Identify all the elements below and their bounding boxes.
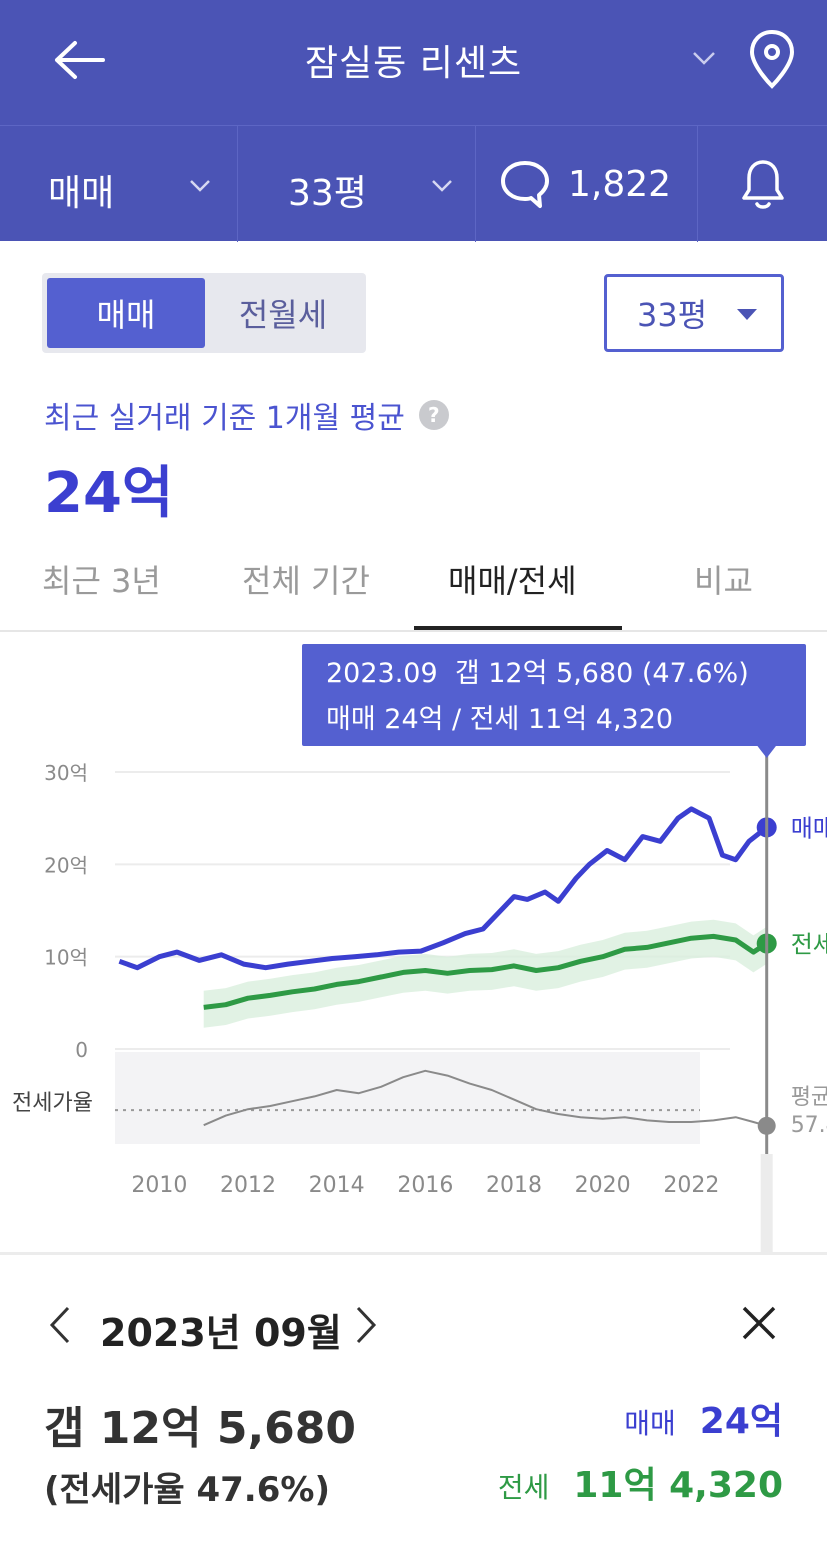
tab-indicator (414, 626, 622, 630)
jeonse-line (203, 933, 769, 1010)
gap-value: 갭 12억 5,680 (44, 1403, 357, 1454)
tab-sale-jeonse[interactable]: 매매/전세 (448, 562, 577, 600)
segment-sale[interactable]: 매매 (47, 278, 205, 348)
map-pin-icon[interactable] (742, 26, 802, 92)
ratio-average-value: 57.4% (791, 1113, 827, 1138)
sale-price-row: 매매 24억 (624, 1392, 783, 1444)
x-tick-label: 2022 (663, 1173, 719, 1198)
caret-down-icon (737, 309, 757, 320)
chevron-down-icon[interactable] (686, 40, 722, 76)
deal-type-dropdown[interactable]: 매매 (0, 126, 238, 242)
chevron-left-icon[interactable] (40, 1300, 80, 1350)
jeonse-range-area (203, 919, 767, 1028)
chevron-right-icon[interactable] (346, 1300, 386, 1350)
deal-type-label: 매매 (48, 173, 115, 214)
ratio-band-background (115, 1052, 700, 1144)
back-button[interactable] (48, 30, 112, 90)
tab-recent-3y[interactable]: 최근 3년 (42, 562, 161, 600)
jeonse-ratio-value: (전세가율 47.6%) (44, 1470, 330, 1510)
ratio-average-label: 평균 (791, 1085, 827, 1110)
average-price-value: 24억 (44, 461, 174, 526)
chevron-down-icon (432, 180, 452, 192)
x-tick-label: 2012 (220, 1173, 276, 1198)
comment-bubble-icon (501, 161, 549, 208)
y-tick-label: 20억 (44, 853, 88, 877)
comments-button[interactable]: 1,822 (476, 126, 698, 242)
size-label: 33평 (288, 173, 367, 214)
y-tick-label: 10억 (44, 946, 88, 970)
x-tick-label: 2018 (486, 1173, 542, 1198)
arrow-left-icon (55, 41, 105, 79)
jeonse-price-value: 11억 4,320 (573, 1465, 783, 1506)
x-tick-label: 2016 (397, 1173, 453, 1198)
cursor-stem (760, 1154, 773, 1254)
chart-tooltip: 2023.09 갭 12억 5,680 (47.6%) 매매 24억 / 전세 … (302, 644, 806, 758)
tooltip-line-2: 매매 24억 / 전세 11억 4,320 (326, 704, 673, 735)
jeonse-price-label: 전세 (497, 1471, 550, 1504)
size-select[interactable]: 33평 (604, 274, 784, 352)
jeonse-price-row: 전세 11억 4,320 (498, 1456, 783, 1508)
comment-count: 1,822 (568, 164, 672, 205)
average-price-caption: 최근 실거래 기준 1개월 평균 (44, 401, 405, 436)
filter-bar: 매매 33평 1,822 (0, 125, 827, 242)
size-select-value: 33평 (637, 296, 708, 334)
x-tick-label: 2014 (309, 1173, 365, 1198)
ratio-label: 전세가율 (12, 1091, 93, 1116)
alert-button[interactable] (698, 126, 827, 242)
average-price-label: 최근 실거래 기준 1개월 평균 ? (44, 393, 449, 437)
chevron-down-icon (190, 180, 210, 192)
tab-compare[interactable]: 비교 (694, 562, 753, 600)
app-bar: 잠실동 리센츠 (0, 0, 827, 125)
segment-rent[interactable]: 전월세 (238, 296, 328, 334)
tab-all-period[interactable]: 전체 기간 (242, 562, 370, 600)
price-chart[interactable]: 30억 20억 10억 0 전세가율 2023.09 갭 12억 5,680 (47.… (0, 634, 827, 1254)
help-icon[interactable]: ? (418, 400, 449, 430)
bell-icon (742, 160, 784, 209)
y-tick-label: 30억 (44, 761, 88, 785)
page-title[interactable]: 잠실동 리센츠 (304, 43, 523, 84)
trade-type-segment: 매매 전월세 (42, 273, 366, 353)
sale-price-value: 24억 (699, 1401, 783, 1442)
x-tick-label: 2020 (575, 1173, 631, 1198)
detail-date: 2023년 09월 (100, 1311, 342, 1355)
series-label-sale: 매매 (791, 814, 827, 842)
tooltip-line-1: 2023.09 갭 12억 5,680 (47.6%) (326, 658, 749, 689)
sale-line (118, 806, 769, 971)
y-tick-label: 0 (75, 1038, 88, 1062)
period-tabs: 최근 3년 전체 기간 매매/전세 비교 (0, 530, 827, 632)
series-label-jeonse: 전세 (791, 930, 827, 958)
close-icon[interactable] (736, 1300, 782, 1346)
ratio-line (203, 1069, 767, 1127)
x-tick-label: 2010 (131, 1173, 187, 1198)
sale-price-label: 매매 (624, 1407, 676, 1440)
size-dropdown[interactable]: 33평 (238, 126, 476, 242)
section-divider (0, 1252, 827, 1255)
